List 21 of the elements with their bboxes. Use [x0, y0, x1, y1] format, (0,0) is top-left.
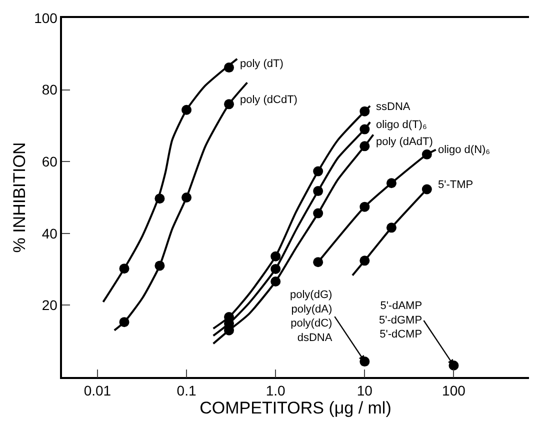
series-label: ssDNA [376, 101, 411, 113]
y-tick-label: 100 [34, 10, 58, 26]
x-tick-label: 1.0 [266, 382, 286, 399]
series-label: oligo d(T)₆ [376, 119, 427, 131]
x-axis-title: COMPETITORS (μg / ml) [200, 398, 392, 418]
x-tick-label: 0.1 [176, 382, 196, 399]
series-label: poly (dT) [240, 58, 284, 70]
annotation: 5'-dAMP 5'-dGMP 5'-dCMP [379, 300, 422, 341]
series-label: 5'-TMP [438, 179, 474, 191]
y-axis-title: % INHIBITION [10, 142, 30, 253]
series-label: oligo d(N)₆ [438, 144, 490, 156]
x-tick-label: 10 [356, 382, 373, 399]
x-tick-label: 100 [442, 382, 466, 399]
y-tick-label: 20 [42, 297, 58, 314]
series-label: poly (dCdT) [240, 94, 298, 106]
x-tick-label: 0.01 [84, 382, 112, 399]
y-tick-label: 60 [42, 154, 58, 170]
y-tick-label: 80 [42, 82, 58, 98]
annotation: poly(dG) poly(dA) poly(dC) dsDNA [290, 289, 333, 344]
series-label: poly (dAdT) [376, 136, 433, 148]
y-tick-label: 40 [42, 225, 58, 242]
